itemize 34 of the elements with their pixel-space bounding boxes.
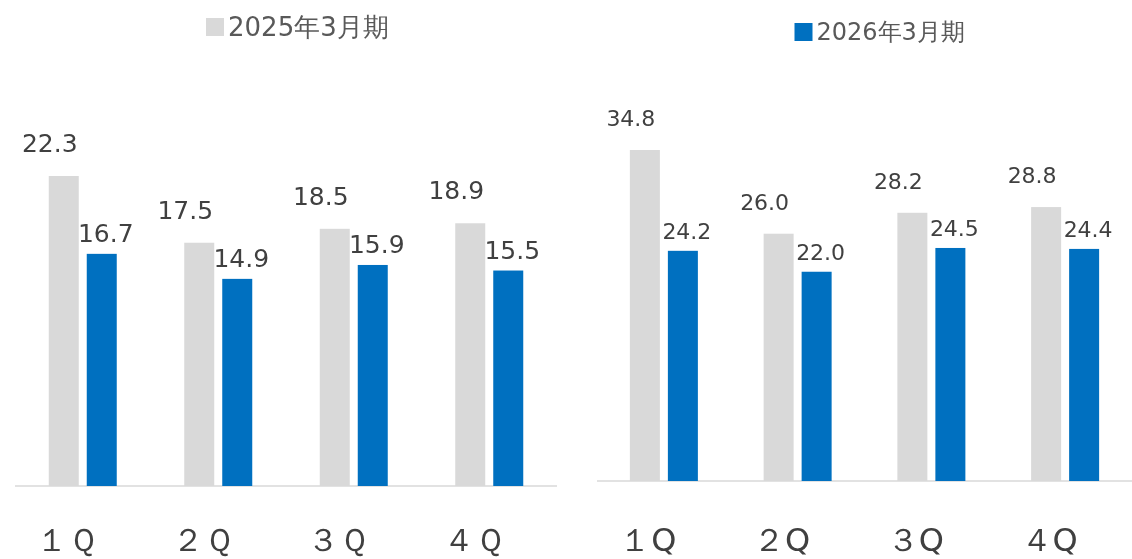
data-label: 22.3	[21, 129, 78, 158]
data-label: 24.4	[1063, 216, 1113, 242]
data-label: 22.0	[796, 239, 846, 265]
x-tick-label: ４Q	[1020, 521, 1078, 559]
data-label: 14.9	[213, 243, 270, 273]
bar	[86, 253, 117, 486]
x-tick-label: ４Ｑ	[442, 521, 504, 559]
x-tick-label: ２Ｑ	[171, 521, 233, 559]
data-label: 28.8	[1007, 163, 1057, 189]
data-label: 28.2	[873, 168, 923, 194]
x-tick-label: １Q	[619, 521, 677, 559]
data-label: 15.9	[348, 229, 405, 259]
data-label: 15.5	[484, 235, 541, 265]
data-label: 18.5	[292, 181, 349, 211]
x-tick-label: ３Ｑ	[307, 521, 369, 559]
bar	[357, 264, 388, 486]
bar	[667, 250, 698, 481]
data-label: 24.5	[929, 215, 979, 241]
bar	[801, 271, 832, 481]
bar	[222, 278, 253, 486]
x-tick-label: ２Q	[753, 521, 811, 559]
x-tick-label: １Ｑ	[36, 521, 98, 559]
legend-label: 2025年3月期	[228, 12, 389, 43]
data-label: 26.0	[740, 189, 790, 215]
legend-label: 2026年3月期	[816, 18, 965, 47]
x-tick-label: ３Q	[886, 521, 944, 559]
bar	[935, 247, 966, 481]
bar	[493, 270, 524, 486]
data-label: 17.5	[157, 195, 214, 225]
data-label: 18.9	[428, 176, 485, 206]
data-label: 34.8	[606, 106, 656, 131]
bar	[1069, 248, 1100, 481]
data-label: 16.7	[77, 218, 134, 248]
data-label: 24.2	[662, 218, 712, 244]
